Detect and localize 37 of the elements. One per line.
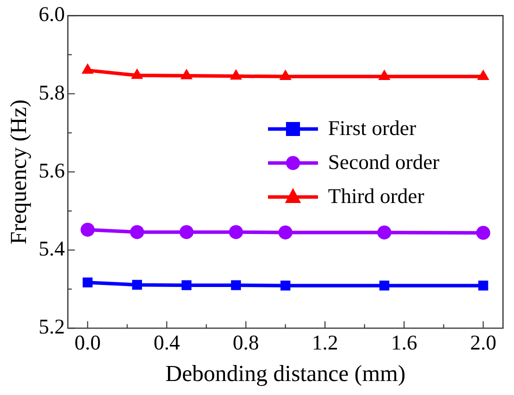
x-axis-title: Debonding distance (mm) (165, 361, 406, 386)
x-tick-label: 2.0 (470, 330, 496, 354)
y-tick-label: 5.2 (38, 314, 65, 339)
point (280, 280, 290, 291)
x-tick-label: 0.4 (154, 330, 180, 354)
point (378, 70, 390, 80)
y-tick-label: 5.6 (38, 158, 65, 182)
x-tick-label: 1.6 (390, 330, 418, 354)
point (477, 70, 490, 80)
y-tick-label: 5.4 (38, 236, 66, 261)
x-tick-label: 1.2 (312, 330, 338, 354)
legend-label: Second order (328, 150, 440, 176)
x-tick-label: 0.0 (74, 330, 101, 354)
point (132, 280, 142, 290)
point (476, 226, 490, 240)
point (82, 63, 94, 74)
point (180, 68, 193, 80)
point (228, 225, 243, 240)
y-tick-label: 6.0 (38, 2, 65, 26)
y-axis-title: Frequency (Hz) (6, 99, 31, 244)
point (82, 278, 93, 288)
point (130, 225, 144, 240)
legend-label: First order (328, 116, 416, 142)
x-tick-label: 0.8 (232, 330, 259, 354)
point (80, 222, 95, 237)
point (180, 225, 194, 240)
y-tick-label: 5.8 (38, 80, 65, 104)
legend-label: Third order (328, 184, 424, 210)
point (278, 225, 292, 240)
point (231, 280, 241, 290)
point (379, 280, 390, 291)
point (182, 280, 192, 290)
point (377, 225, 392, 240)
point (230, 69, 242, 80)
point (131, 68, 144, 79)
point (279, 70, 292, 80)
point (478, 280, 488, 291)
